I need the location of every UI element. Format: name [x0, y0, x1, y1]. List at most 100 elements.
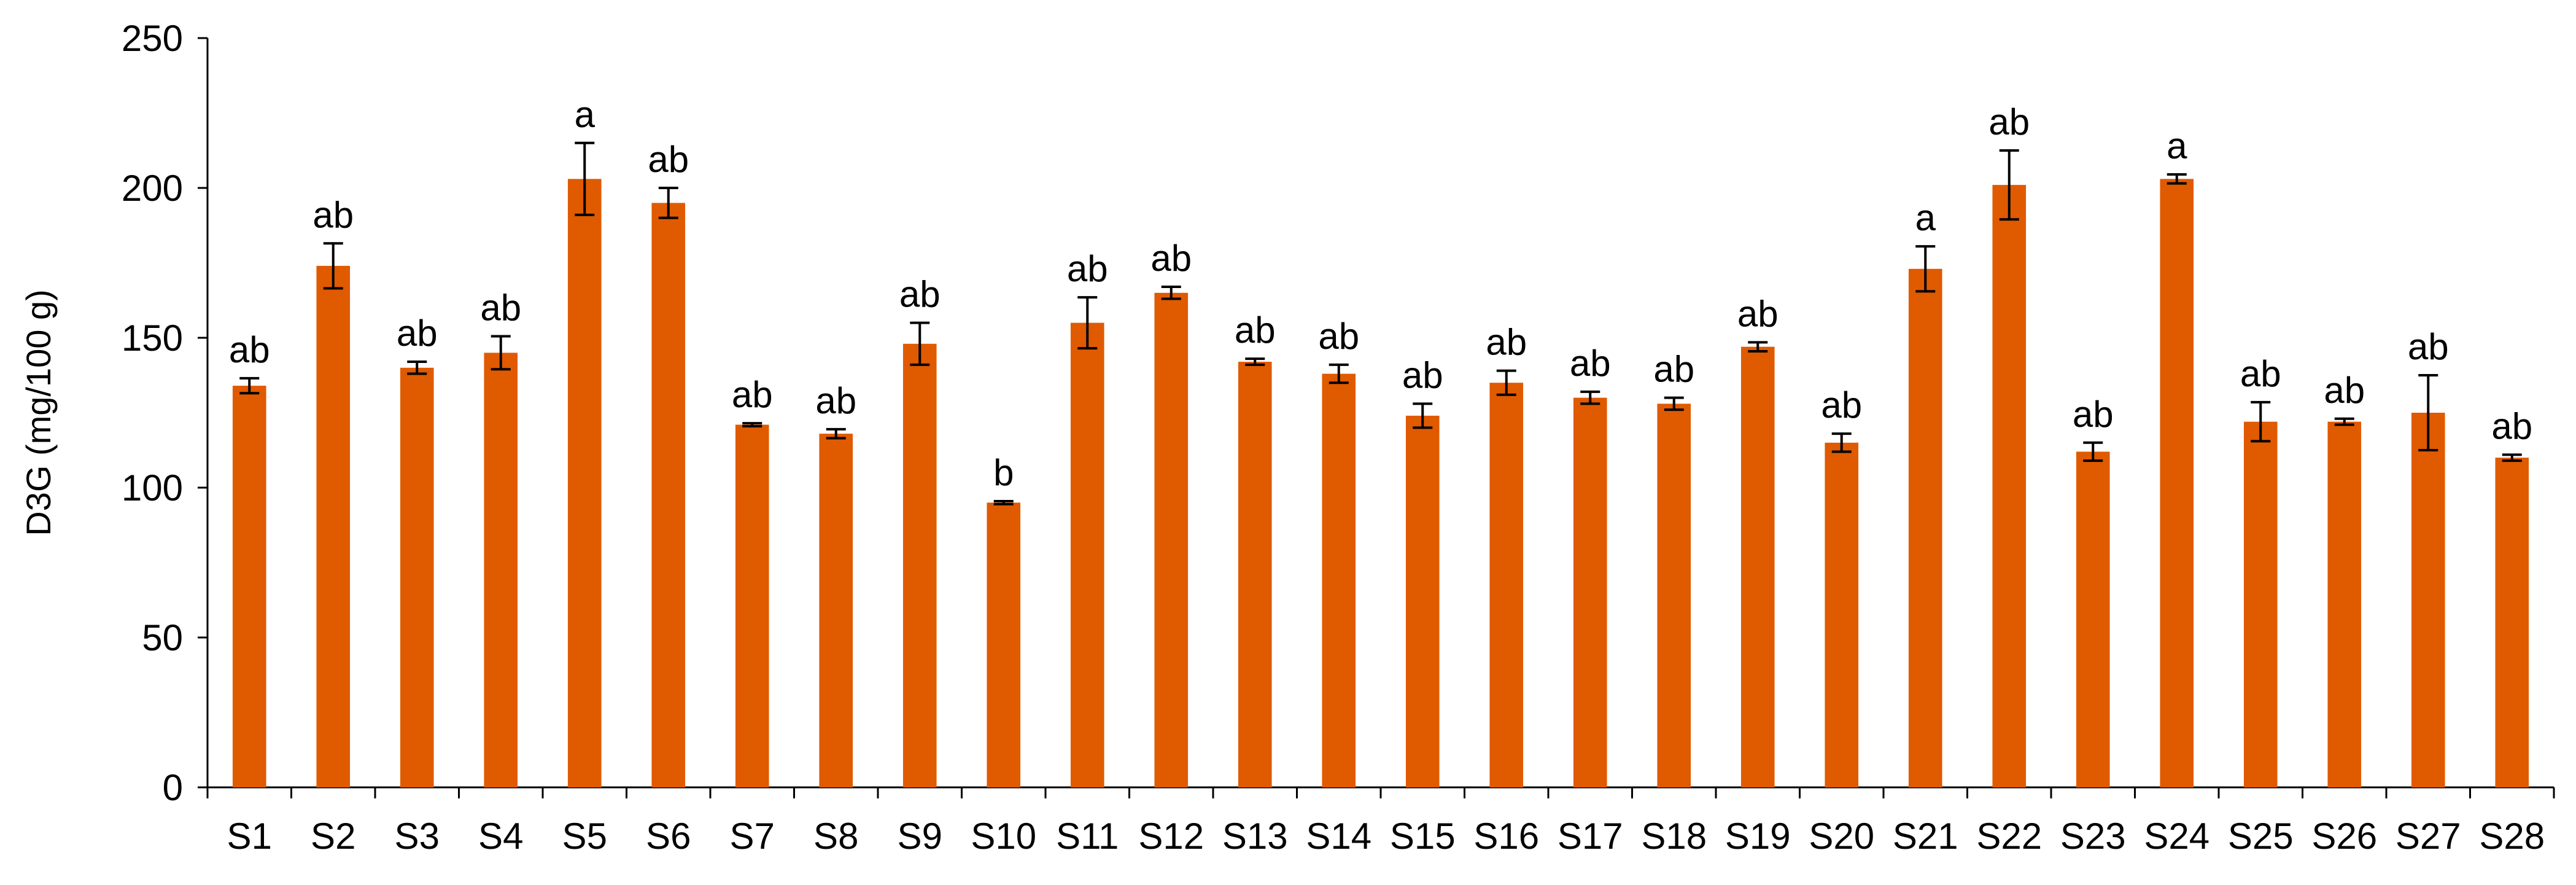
error-bar-s9 [910, 321, 930, 366]
y-tick-label: 0 [163, 767, 183, 808]
significance-label-s2: ab [312, 194, 354, 235]
error-bar-s3 [407, 361, 427, 375]
bar-s11 [1070, 322, 1104, 787]
error-bar-s22 [1999, 149, 2019, 221]
y-tick-label: 100 [122, 467, 183, 509]
error-bar-s18 [1664, 396, 1684, 411]
bar-s1 [232, 386, 266, 787]
significance-label-s16: ab [1486, 322, 1527, 363]
error-bar-s26 [2334, 417, 2354, 426]
category-label-s20: S20 [1809, 816, 1874, 857]
bar-s16 [1489, 383, 1524, 787]
significance-label-s23: ab [2073, 394, 2114, 435]
y-tick-label: 50 [142, 617, 183, 658]
category-label-s15: S15 [1390, 816, 1456, 857]
significance-label-s5: a [575, 94, 596, 135]
category-label-s4: S4 [478, 816, 523, 857]
bar-s6 [651, 203, 686, 787]
bar-s28 [2495, 458, 2529, 787]
bar-s15 [1405, 415, 1440, 787]
significance-label-s24: a [2167, 125, 2187, 166]
error-bars [239, 141, 2522, 505]
bar-s14 [1322, 373, 1356, 787]
significance-labels: ab ab ab ab a ab ab ab ab b ab ab ab ab ab ab ab ab ab ab a a… [229, 94, 2532, 493]
error-bar-s19 [1748, 341, 1768, 353]
error-bar-s21 [1915, 245, 1936, 293]
category-label-s25: S25 [2228, 816, 2294, 857]
error-bar-s6 [658, 187, 678, 219]
error-bar-s1 [239, 376, 260, 395]
bar-s19 [1740, 346, 1775, 787]
category-label-s18: S18 [1641, 816, 1707, 857]
error-bar-s13 [1245, 357, 1265, 366]
bar-s21 [1908, 268, 1942, 787]
error-bar-s27 [2418, 374, 2438, 451]
bar-s26 [2327, 421, 2362, 787]
category-label-s1: S1 [227, 816, 272, 857]
category-label-s16: S16 [1473, 816, 1539, 857]
category-label-s5: S5 [562, 816, 607, 857]
category-label-s11: S11 [1056, 816, 1119, 857]
bar-s20 [1825, 442, 1859, 787]
category-label-s28: S28 [2479, 816, 2545, 857]
error-bar-s7 [742, 422, 762, 427]
category-label-s24: S24 [2144, 816, 2209, 857]
bar-s17 [1573, 397, 1607, 787]
category-label-s8: S8 [813, 816, 858, 857]
bar-s4 [484, 353, 518, 787]
error-bar-s14 [1329, 363, 1349, 384]
significance-label-s26: ab [2324, 370, 2365, 411]
category-label-s14: S14 [1306, 816, 1371, 857]
significance-label-s18: ab [1653, 349, 1694, 390]
bar-s22 [1992, 185, 2027, 787]
category-label-s22: S22 [1976, 816, 2042, 857]
category-label-s12: S12 [1138, 816, 1204, 857]
significance-label-s21: a [1915, 197, 1936, 238]
category-label-s10: S10 [971, 816, 1036, 857]
bar-s13 [1238, 362, 1272, 787]
category-label-s6: S6 [646, 816, 691, 857]
bar-s5 [567, 179, 602, 787]
significance-label-s19: ab [1737, 293, 1779, 334]
category-label-s19: S19 [1725, 816, 1791, 857]
significance-label-s25: ab [2240, 353, 2281, 394]
error-bar-s16 [1496, 369, 1516, 396]
significance-label-s10: b [993, 452, 1014, 493]
significance-label-s1: ab [229, 329, 270, 370]
significance-label-s28: ab [2491, 405, 2532, 446]
bar-s10 [987, 502, 1021, 787]
category-label-s17: S17 [1558, 816, 1623, 857]
error-bar-s28 [2502, 453, 2522, 462]
significance-label-s27: ab [2408, 326, 2449, 367]
significance-label-s20: ab [1821, 384, 1862, 426]
bars [232, 179, 2529, 787]
significance-label-s12: ab [1150, 238, 1192, 279]
significance-label-s3: ab [397, 313, 438, 354]
category-label-s13: S13 [1222, 816, 1288, 857]
error-bar-s12 [1161, 286, 1181, 300]
significance-label-s7: ab [732, 374, 773, 415]
error-bar-s11 [1077, 296, 1098, 350]
category-label-s26: S26 [2311, 816, 2377, 857]
error-bar-s2 [323, 242, 343, 290]
category-label-s23: S23 [2060, 816, 2126, 857]
significance-label-s4: ab [480, 287, 521, 329]
error-bar-s10 [993, 499, 1014, 505]
error-bar-s4 [491, 335, 511, 371]
bar-s8 [819, 434, 853, 787]
bar-s9 [902, 343, 937, 787]
y-axis: 0 50 100 150 200 250 [122, 18, 209, 808]
category-label-s2: S2 [311, 816, 355, 857]
bar-s7 [735, 424, 769, 787]
category-label-s21: S21 [1893, 816, 1958, 857]
bar-s12 [1154, 292, 1189, 787]
bar-s23 [2076, 451, 2110, 787]
error-bar-s8 [826, 427, 846, 440]
error-bar-s20 [1831, 432, 1852, 453]
significance-label-s13: ab [1235, 310, 1276, 351]
bar-s25 [2243, 421, 2278, 787]
y-tick-label: 250 [122, 18, 183, 59]
error-bar-s5 [575, 141, 595, 216]
